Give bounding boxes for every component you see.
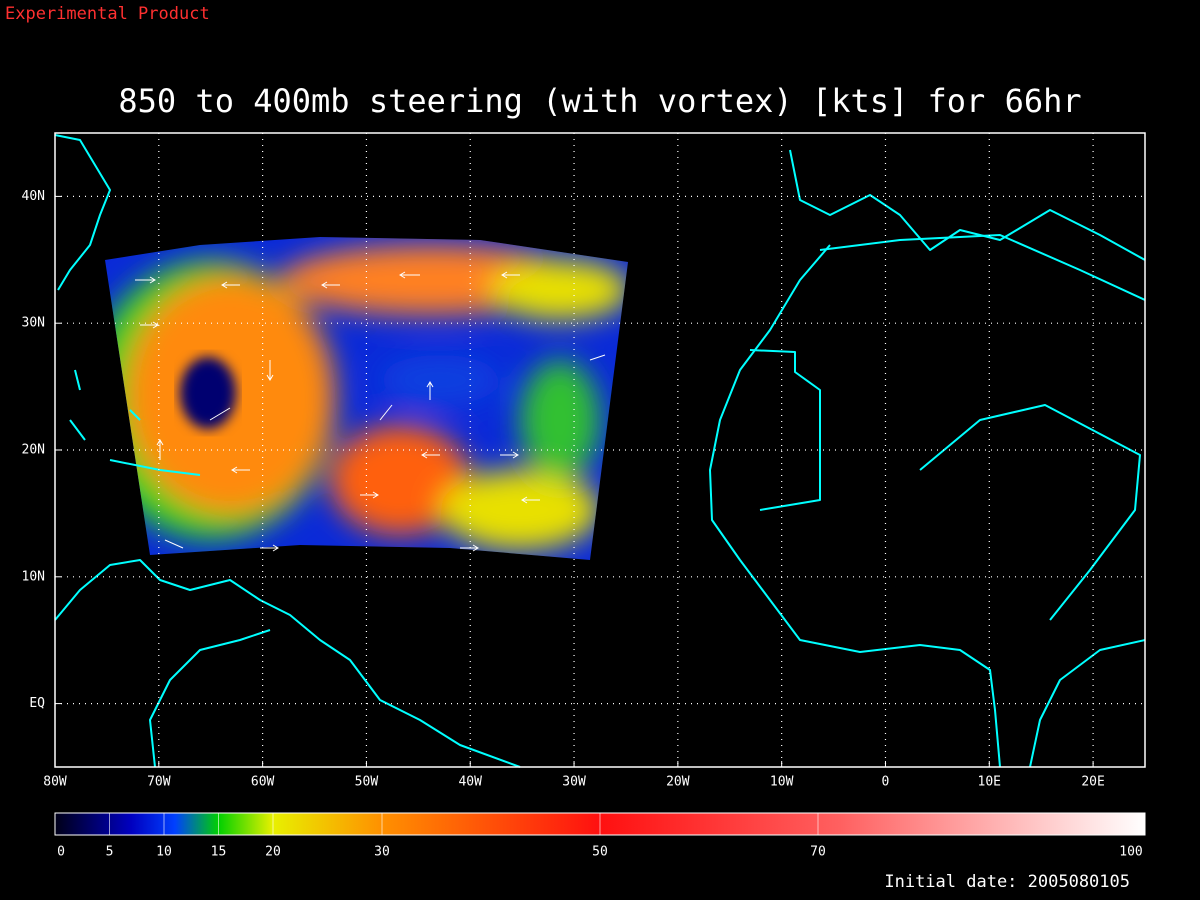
x-tick-label: 10W [770,775,794,790]
y-tick-label: 30N [22,316,45,331]
x-tick-label: 40W [458,775,482,790]
colorbar-tick-label: 70 [810,845,826,860]
y-tick-label: 10N [22,569,45,584]
y-tick-label: 20N [22,443,45,458]
x-tick-label: 70W [147,775,171,790]
x-tick-label: 0 [882,775,890,790]
colorbar-tick-label: 20 [265,845,281,860]
colorbar-tick-label: 5 [106,845,114,860]
wind-arrows [135,271,606,552]
header-label: Experimental Product [5,4,210,24]
colorbar-tick-label: 50 [592,845,608,860]
y-tick-label: EQ [29,696,45,711]
x-tick-label: 10E [978,775,1001,790]
colorbar-tick-label: 15 [211,845,227,860]
x-tick-label: 80W [43,775,67,790]
colorbar-tick-label: 0 [57,845,65,860]
colorbar-tick-label: 30 [374,845,390,860]
x-tick-label: 50W [355,775,379,790]
colorbar-tick-label: 100 [1119,845,1142,860]
coastlines [54,134,1146,768]
x-tick-label: 20E [1081,775,1104,790]
x-tick-label: 60W [251,775,275,790]
footnote: Initial date: 2005080105 [884,872,1130,892]
colorbar-tick-label: 10 [156,845,172,860]
chart-title: 850 to 400mb steering (with vortex) [kts… [118,82,1081,120]
x-tick-label: 30W [562,775,586,790]
x-tick-label: 20W [666,775,690,790]
wind-field [105,237,628,560]
y-tick-label: 40N [22,189,45,204]
